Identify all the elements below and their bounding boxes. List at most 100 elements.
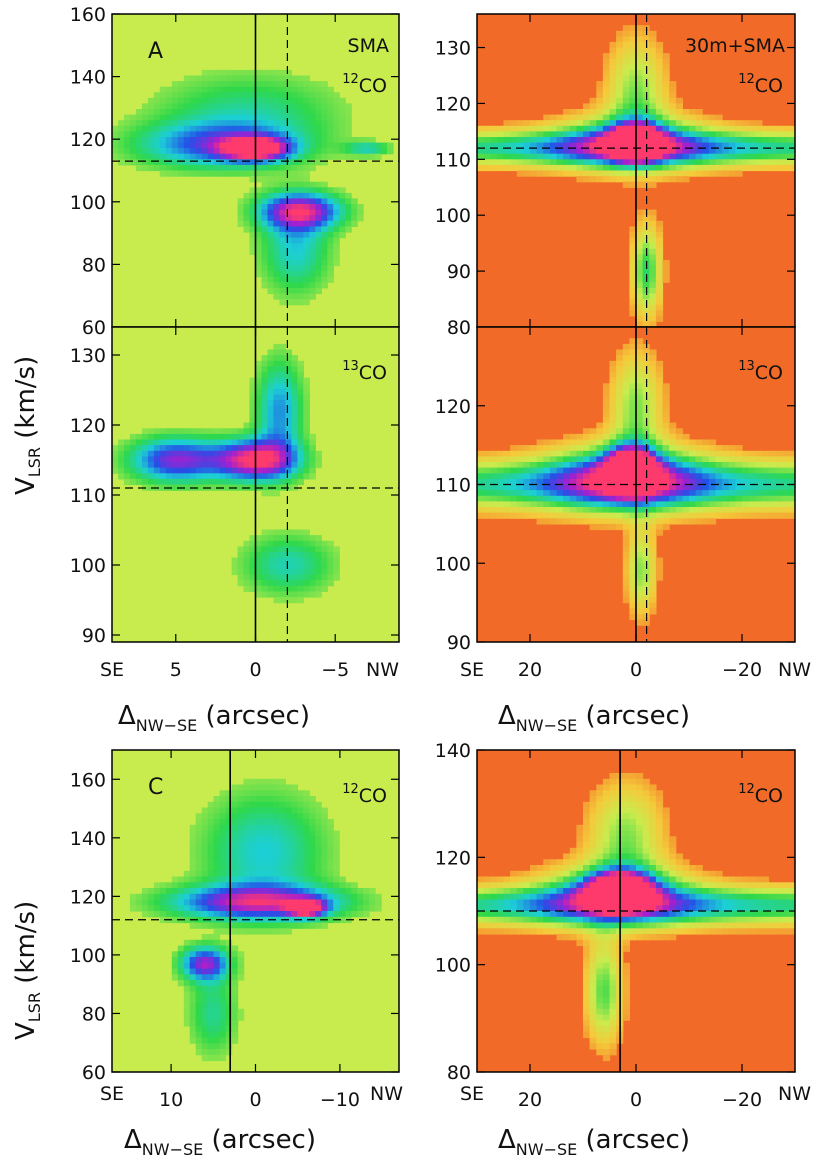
heatmap-cell <box>689 495 697 502</box>
heatmap-cell <box>237 428 245 435</box>
heatmap-cell <box>285 92 292 99</box>
heatmap-cell <box>636 842 644 849</box>
heatmap-cell <box>183 1020 191 1027</box>
heatmap-cell <box>609 142 617 149</box>
heatmap-cell <box>490 490 498 497</box>
heatmap-cell <box>609 870 617 878</box>
heatmap-cell <box>297 86 304 93</box>
heatmap-cell <box>273 114 280 121</box>
heatmap-cell <box>596 1026 604 1033</box>
heatmap-cell <box>201 842 209 849</box>
heatmap-cell <box>303 870 310 878</box>
heatmap-cell <box>722 495 730 502</box>
heatmap-cell <box>297 125 304 132</box>
heatmap-cell <box>267 405 275 412</box>
heatmap-cell <box>285 254 292 261</box>
heatmap-cell <box>583 467 591 474</box>
heatmap-cell <box>255 394 263 401</box>
heatmap-cell <box>576 462 584 469</box>
heatmap-cell <box>291 192 298 200</box>
heatmap-cell <box>523 450 531 457</box>
heatmap-cell <box>655 220 664 227</box>
heatmap-cell <box>490 893 498 901</box>
heatmap-cell <box>622 97 630 104</box>
heatmap-cell <box>728 462 736 469</box>
heatmap-cell <box>118 473 125 480</box>
heatmap-cell <box>649 248 657 255</box>
heatmap-cell <box>297 198 304 205</box>
heatmap-cell <box>602 64 611 71</box>
heatmap-cell <box>622 64 630 71</box>
heatmap-cell <box>549 170 558 177</box>
heatmap-cell <box>279 114 286 121</box>
heatmap-cell <box>556 450 564 457</box>
heatmap-cell <box>345 204 352 211</box>
heatmap-cell <box>530 164 538 172</box>
heatmap-cell <box>261 148 269 155</box>
heatmap-cell <box>490 495 498 502</box>
heatmap-cell <box>165 125 173 132</box>
heatmap-cell <box>583 125 591 132</box>
heatmap-cell <box>273 490 280 497</box>
heatmap-cell <box>649 164 657 172</box>
heatmap-cell <box>516 922 524 929</box>
heatmap-cell <box>490 501 498 508</box>
heatmap-cell <box>589 813 597 820</box>
heatmap-cell <box>596 501 604 508</box>
heatmap-cell <box>177 888 185 895</box>
heatmap-cell <box>267 97 275 104</box>
heatmap-cell <box>629 47 637 54</box>
heatmap-cell <box>201 473 209 480</box>
heatmap-cell <box>496 478 505 486</box>
heatmap-cell <box>477 501 485 508</box>
heatmap-cell <box>159 86 167 93</box>
heatmap-cell <box>255 456 263 463</box>
heatmap-cell <box>177 951 185 958</box>
heatmap-cell <box>761 137 770 144</box>
heatmap-cell <box>728 164 736 172</box>
heatmap-cell <box>249 853 257 860</box>
heatmap-cell <box>602 945 611 952</box>
heatmap-cell <box>781 142 789 149</box>
heatmap-cell <box>775 484 783 491</box>
heatmap-cell <box>616 176 624 183</box>
heatmap-cell <box>261 807 269 814</box>
heatmap-cell <box>381 148 388 155</box>
heatmap-cell <box>309 243 316 250</box>
heatmap-cell <box>267 137 275 144</box>
heatmap-cell <box>755 142 763 149</box>
heatmap-cell <box>530 911 538 918</box>
heatmap-cell <box>602 870 611 878</box>
heatmap-cell <box>351 153 358 160</box>
heatmap-cell <box>237 125 245 132</box>
heatmap-cell <box>549 456 558 463</box>
heatmap-cell <box>291 859 298 866</box>
heatmap-cell <box>708 445 717 452</box>
heatmap-cell <box>781 159 789 166</box>
heatmap-cell <box>510 148 518 155</box>
heatmap-cell <box>255 911 263 918</box>
line-label: 12CO <box>342 72 387 97</box>
heatmap-cell <box>563 893 571 901</box>
heatmap-cell <box>345 192 352 200</box>
heatmap-cell <box>315 546 322 553</box>
heatmap-cell <box>273 142 280 149</box>
heatmap-cell <box>309 462 316 469</box>
heatmap-cell <box>669 159 677 166</box>
heatmap-cell <box>315 254 322 261</box>
heatmap-cell <box>327 842 334 849</box>
heatmap-cell <box>622 836 630 843</box>
heatmap-cell <box>261 81 269 88</box>
heatmap-cell <box>483 137 491 144</box>
heatmap-cell <box>629 445 637 452</box>
heatmap-cell <box>781 478 789 486</box>
heatmap-cell <box>655 153 664 160</box>
heatmap-cell <box>629 928 637 935</box>
heatmap-cell <box>135 473 143 480</box>
heatmap-cell <box>213 170 221 177</box>
heatmap-cell <box>321 580 328 587</box>
heatmap-cell <box>576 109 584 116</box>
heatmap-cell <box>249 784 257 791</box>
heatmap-cell <box>309 282 316 289</box>
heatmap-cell <box>291 819 298 826</box>
